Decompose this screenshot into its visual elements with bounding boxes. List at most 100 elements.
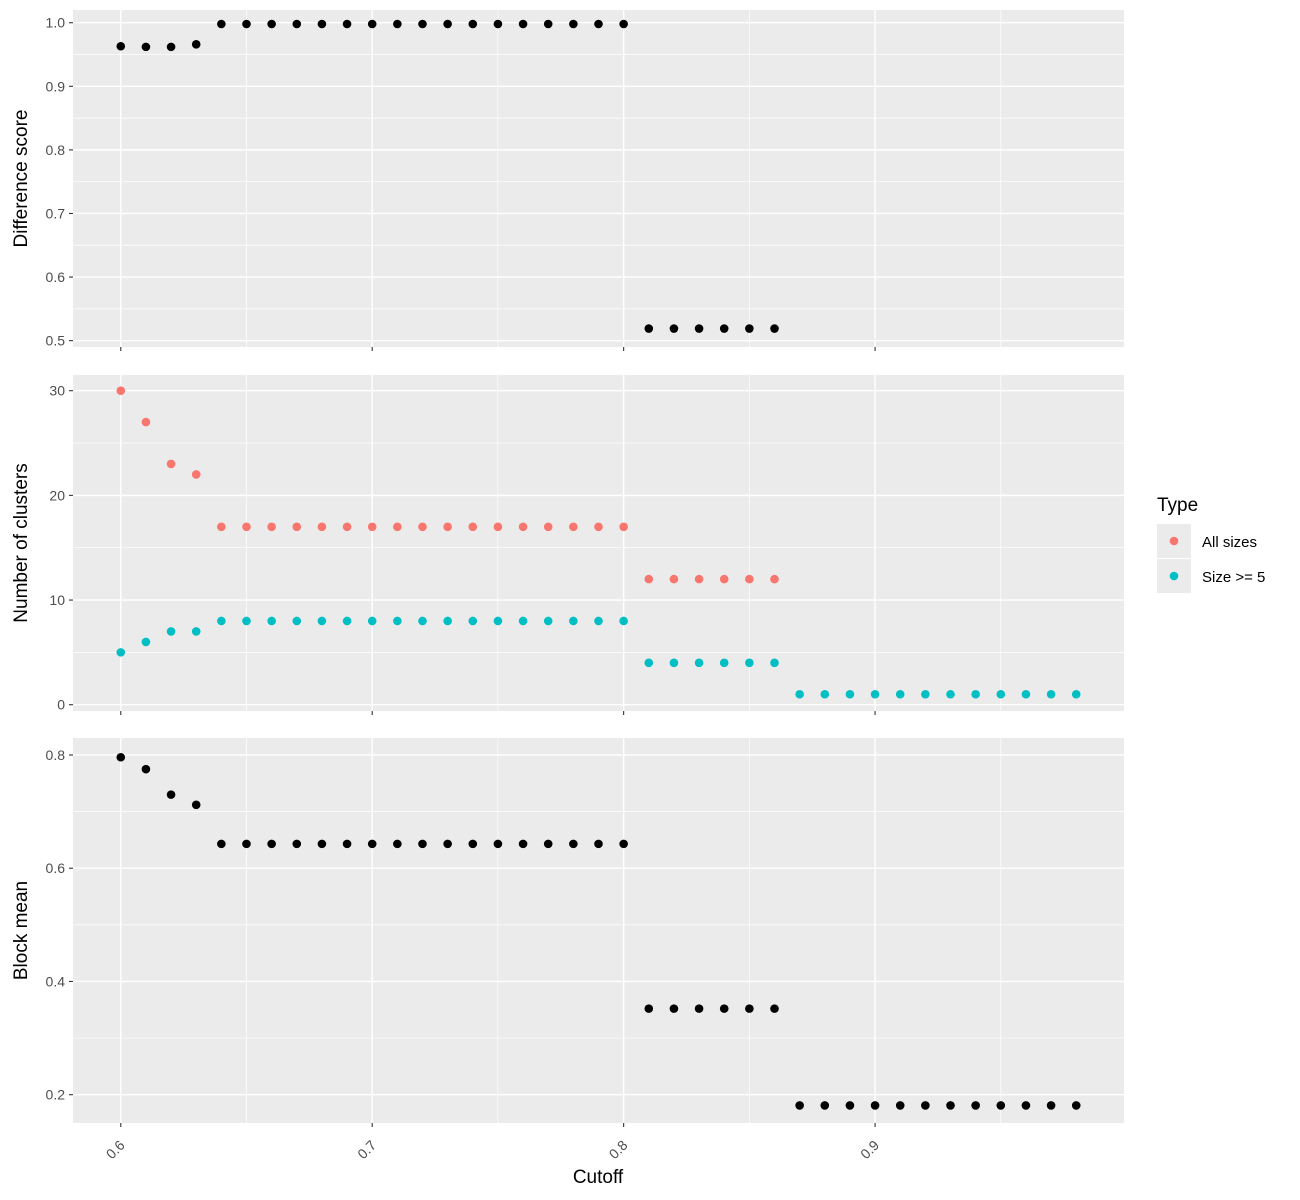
point-size-5 — [1021, 689, 1031, 699]
point-all-sizes — [745, 574, 754, 584]
y-axis-title: Block mean — [11, 881, 32, 980]
point — [292, 19, 302, 29]
y-tick-label: 1.0 — [46, 15, 66, 31]
legend-title: Type — [1157, 495, 1198, 516]
point — [342, 19, 352, 29]
point — [443, 839, 452, 849]
y-tick-label: 0.8 — [46, 747, 66, 763]
point-size-5 — [317, 616, 327, 626]
point-size-5 — [191, 627, 201, 636]
point-size-5 — [745, 658, 754, 668]
point — [669, 1004, 679, 1013]
point — [267, 839, 276, 849]
point-size-5 — [895, 689, 905, 699]
point-size-5 — [518, 616, 528, 626]
point-size-5 — [669, 658, 679, 668]
point-size-5 — [292, 616, 302, 626]
point — [1021, 1101, 1031, 1110]
point-size-5 — [342, 616, 352, 626]
point-size-5 — [141, 637, 151, 647]
point — [242, 839, 251, 849]
point — [1046, 1101, 1056, 1110]
point — [569, 839, 578, 849]
point — [971, 1101, 980, 1110]
point — [493, 19, 503, 29]
point-all-sizes — [317, 522, 327, 532]
point — [543, 839, 553, 849]
y-tick-label: 0.6 — [46, 860, 66, 876]
y-tick-label: 0.4 — [46, 973, 66, 989]
point-all-sizes — [569, 522, 578, 532]
point-all-sizes — [669, 574, 679, 584]
point-all-sizes — [217, 522, 226, 532]
point — [669, 324, 679, 333]
point — [468, 19, 478, 29]
y-tick-label: 0.7 — [46, 205, 66, 221]
point-size-5 — [166, 627, 176, 636]
y-tick-label: 20 — [49, 487, 65, 503]
point-size-5 — [543, 616, 553, 626]
point — [418, 839, 427, 849]
y-axis-title: Difference score — [11, 110, 32, 248]
x-tick-label: 0.6 — [103, 1137, 128, 1162]
point-size-5 — [921, 689, 930, 699]
chart-panels: 0.5 0.6 0.7 0.8 0.9 1.0 Difference score 0 10 20 3… — [11, 10, 1124, 1162]
y-axis-title: Number of clusters — [11, 463, 32, 622]
y-tick-label: 0.6 — [46, 269, 66, 285]
point-size-5 — [971, 689, 980, 699]
point — [493, 839, 503, 849]
point — [770, 1004, 779, 1013]
legend-label-all-sizes: All sizes — [1202, 534, 1257, 551]
y-tick-label: 0.8 — [46, 142, 66, 158]
panel-background — [73, 738, 1124, 1123]
point-all-sizes — [292, 522, 302, 532]
point-all-sizes — [719, 574, 729, 584]
point — [141, 42, 151, 52]
point — [745, 1004, 754, 1013]
point — [719, 324, 729, 333]
point-size-5 — [820, 689, 830, 699]
y-tick-label: 0.9 — [46, 78, 66, 94]
point — [518, 839, 528, 849]
x-tick-label: 0.7 — [354, 1137, 379, 1162]
point — [1071, 1101, 1081, 1110]
x-tick-label: 0.9 — [857, 1137, 882, 1162]
legend-label-size-5: Size >= 5 — [1202, 569, 1265, 586]
point — [191, 40, 201, 49]
point-all-sizes — [543, 522, 553, 532]
y-tick-label: 0 — [57, 697, 65, 713]
point-size-5 — [468, 616, 478, 626]
point — [996, 1101, 1006, 1110]
x-tick-label: 0.8 — [606, 1137, 631, 1162]
panel-number-of-clusters: 0 10 20 30 Number of clusters — [11, 375, 1124, 715]
point-size-5 — [719, 658, 729, 668]
point-all-sizes — [191, 470, 201, 479]
point-size-5 — [418, 616, 427, 626]
point-size-5 — [770, 658, 779, 668]
point-size-5 — [870, 689, 880, 699]
point-all-sizes — [443, 522, 452, 532]
point-all-sizes — [770, 574, 779, 584]
point — [468, 839, 478, 849]
point-all-sizes — [518, 522, 528, 532]
point — [217, 839, 226, 849]
point — [342, 839, 352, 849]
point-all-sizes — [644, 574, 654, 584]
point — [393, 839, 402, 849]
point — [367, 839, 377, 849]
point-size-5 — [694, 658, 704, 668]
point — [166, 790, 176, 799]
point — [116, 41, 126, 51]
y-tick-label: 0.5 — [46, 333, 66, 349]
point — [870, 1101, 880, 1110]
legend: Type All sizes Size >= 5 — [1157, 495, 1265, 593]
point-all-sizes — [141, 417, 151, 427]
point — [242, 19, 251, 29]
panel-difference-score: 0.5 0.6 0.7 0.8 0.9 1.0 Difference score — [11, 10, 1124, 351]
point — [619, 839, 628, 849]
point — [141, 764, 151, 774]
point-size-5 — [1046, 689, 1056, 699]
point — [644, 324, 654, 333]
point-all-sizes — [166, 459, 176, 469]
point — [594, 19, 603, 29]
